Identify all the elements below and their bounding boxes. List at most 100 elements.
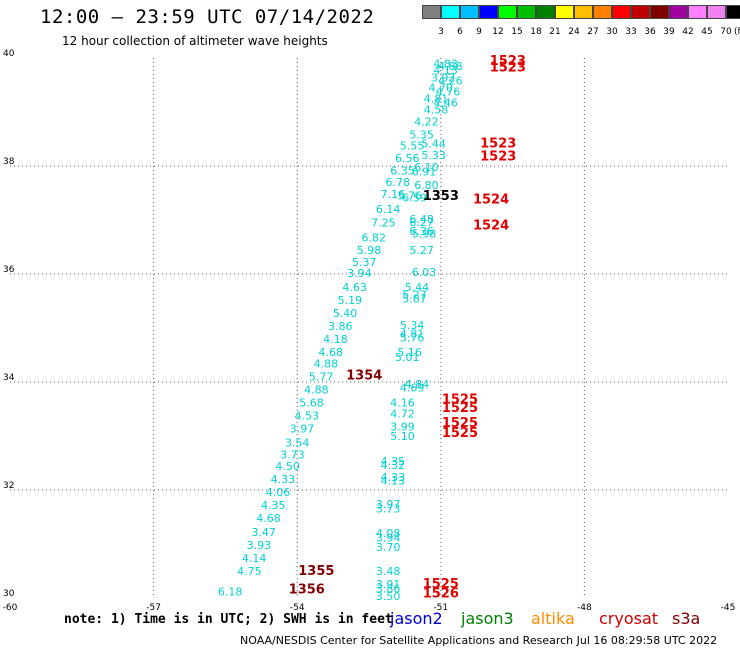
data-label: 4.72 [390, 407, 415, 420]
y-tick-label: 34 [3, 373, 15, 383]
data-label: 4.32 [381, 459, 406, 472]
data-label: 6.36 [409, 225, 434, 238]
data-label: 5.35 [409, 129, 434, 142]
data-label: 6.82 [362, 231, 387, 244]
data-label: 5.27 [409, 244, 434, 257]
data-label: 5.44 [421, 137, 446, 150]
y-tick-label: 40 [3, 49, 15, 59]
x-tick-label: -45 [721, 603, 736, 613]
data-label: 5.16 [397, 346, 422, 359]
colorbar-label: 70 [720, 27, 732, 37]
legend-jason2: jason2 [390, 609, 443, 628]
data-label: 4.81 [400, 327, 425, 340]
colorbar-swatch [498, 5, 517, 19]
colorbar-swatch [479, 5, 498, 19]
colorbar-swatch [669, 5, 688, 19]
data-label: 4.88 [438, 60, 463, 73]
data-label: 1355 [298, 564, 334, 579]
data-label: 7.25 [371, 217, 396, 230]
legend-jason3: jason3 [461, 609, 514, 628]
data-label: 1524 [473, 192, 509, 207]
colorbar-label: 12 [492, 27, 504, 37]
legend-cryosat: cryosat [599, 609, 659, 628]
data-label: 4.16 [390, 397, 415, 410]
data-label: 3.70 [376, 541, 401, 554]
data-label: 1353 [423, 189, 459, 204]
data-label: 1356 [289, 582, 325, 597]
data-label: 1523 [480, 136, 516, 151]
data-label: 1524 [473, 218, 509, 233]
data-label: 6.18 [218, 586, 243, 599]
data-label: 4.06 [266, 486, 291, 499]
data-label: 3.94 [376, 532, 401, 545]
data-label: 4.18 [323, 333, 348, 346]
data-label: 3.97 [290, 422, 315, 435]
data-label: 7.16 [381, 188, 406, 201]
colorbar-swatch [555, 5, 574, 19]
data-label: 5.19 [338, 294, 363, 307]
data-label: 6.78 [385, 176, 410, 189]
colorbar-swatch [517, 5, 536, 19]
page-title: 12:00 – 23:59 UTC 07/14/2022 [40, 6, 375, 28]
credit-line: NOAA/NESDIS Center for Satellite Applica… [240, 634, 718, 647]
legend-altika: altika [531, 609, 575, 628]
data-label: 4.08 [376, 527, 401, 540]
colorbar-swatch [650, 5, 669, 19]
y-tick-label: 36 [3, 265, 15, 275]
data-label: 5.77 [309, 371, 334, 384]
data-label: 5.87 [402, 292, 427, 305]
data-label: 4.35 [261, 499, 286, 512]
data-label: 4.88 [304, 384, 329, 397]
y-tick-label: 32 [3, 481, 14, 491]
colorbar-label: 45 [701, 27, 713, 37]
data-label: 5.76 [400, 332, 425, 345]
data-label: 4.68 [256, 512, 281, 525]
colorbar-unit: (ft) [734, 27, 740, 37]
data-label: 4.13 [433, 64, 458, 77]
x-tick-label: -60 [3, 603, 18, 613]
colorbar-swatch [631, 5, 650, 19]
data-label: 3.97 [376, 498, 401, 511]
colorbar-label: 6 [457, 27, 463, 37]
data-label: 6.59 [402, 191, 427, 204]
colorbar-swatch [460, 5, 479, 19]
data-label: 4.53 [295, 409, 320, 422]
data-label: 5.76 [397, 190, 422, 203]
colorbar-label: 15 [511, 27, 523, 37]
data-label: 4.50 [275, 460, 300, 473]
data-label: 4.58 [424, 103, 449, 116]
data-label: 3.48 [376, 565, 401, 578]
colorbar-label: 27 [587, 27, 599, 37]
colorbar-label: 24 [568, 27, 580, 37]
data-label: 3.50 [376, 590, 401, 603]
colorbar-swatch [612, 5, 631, 19]
data-label: 1523 [490, 61, 526, 76]
data-label: 3.93 [247, 539, 272, 552]
data-label: 6.27 [409, 216, 434, 229]
data-label: 6.80 [414, 179, 439, 192]
data-label: 6.48 [409, 213, 434, 226]
colorbar-swatch [726, 5, 740, 19]
data-label: 4.75 [237, 565, 262, 578]
data-label: 5.44 [405, 281, 430, 294]
data-label: 1525 [423, 577, 459, 592]
colorbar-label: 3 [438, 27, 444, 37]
data-label: 1526 [423, 587, 459, 602]
colorbar-swatch [707, 5, 726, 19]
colorbar-label: 42 [682, 27, 694, 37]
colorbar-label: 33 [625, 27, 637, 37]
colorbar-swatch [688, 5, 707, 19]
colorbar-label: 36 [644, 27, 656, 37]
data-label: 4.33 [381, 471, 406, 484]
colorbar-label: 21 [549, 27, 561, 37]
data-label: 3.73 [376, 502, 401, 515]
data-label: 1525 [442, 401, 478, 416]
data-label: 1525 [442, 392, 478, 407]
data-label: 6.03 [412, 266, 437, 279]
data-label: 3.99 [390, 420, 415, 433]
data-label: 3.91 [376, 578, 401, 591]
data-label: 3.92 [431, 71, 456, 84]
data-label: 5.40 [333, 307, 358, 320]
data-label: 4.88 [314, 358, 339, 371]
colorbar-label: 30 [606, 27, 618, 37]
